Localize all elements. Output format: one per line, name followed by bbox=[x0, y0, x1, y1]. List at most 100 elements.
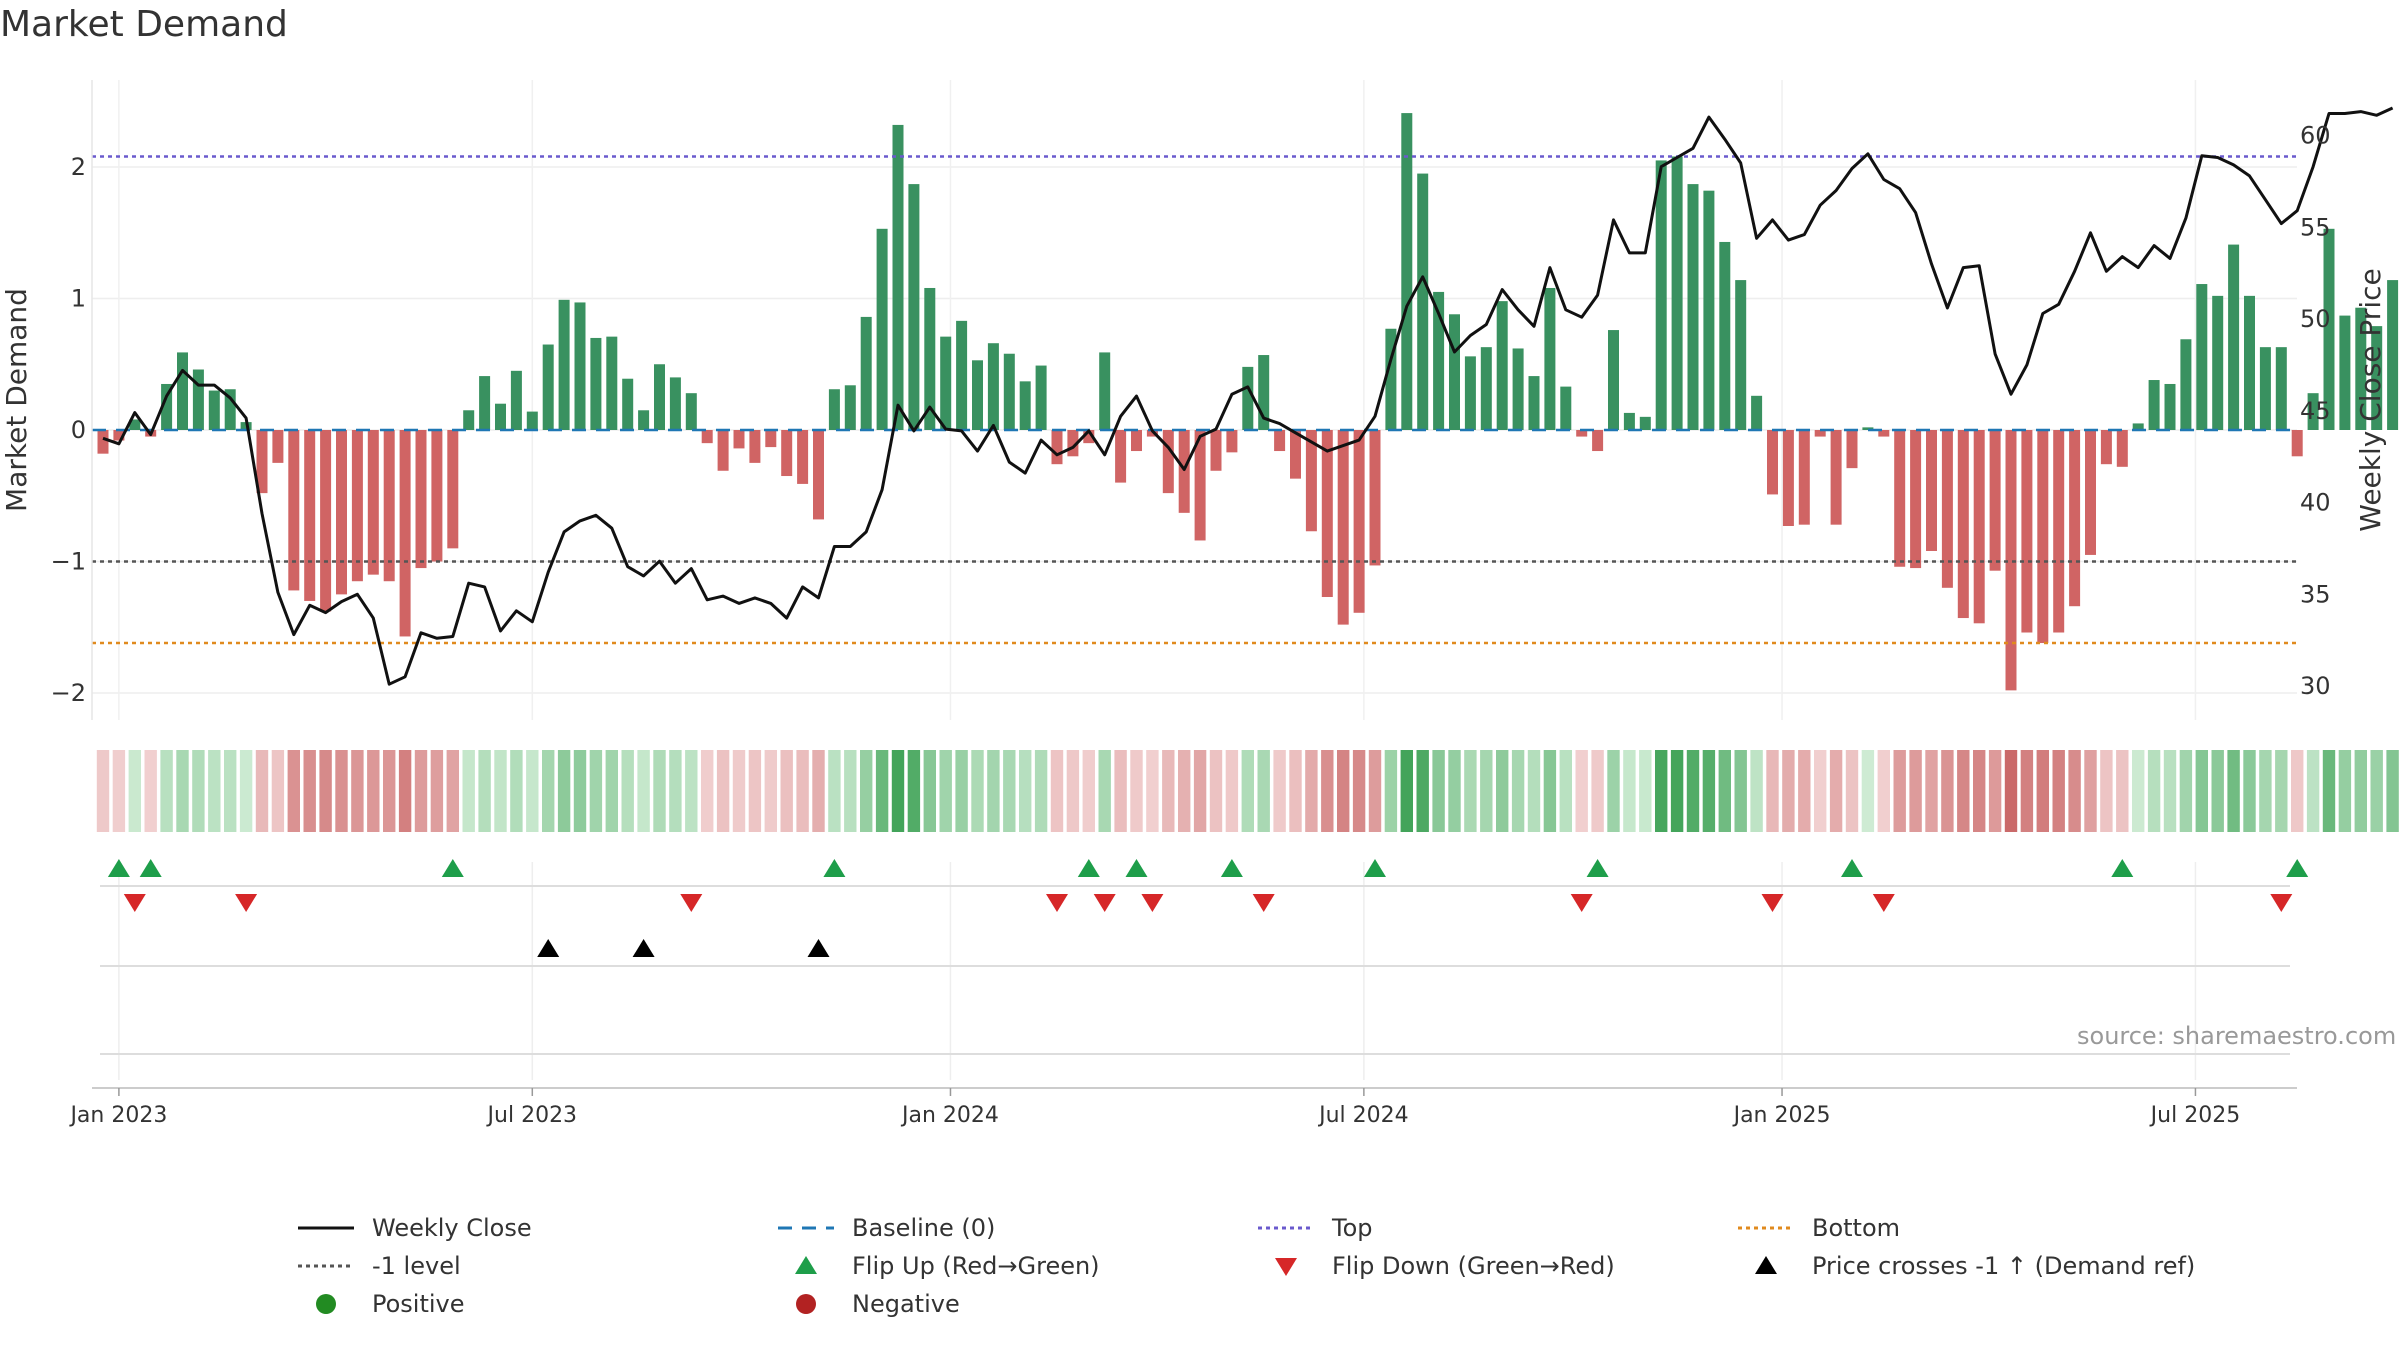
bar-positive bbox=[590, 337, 602, 430]
heat-cell bbox=[1368, 750, 1382, 832]
bar-negative bbox=[765, 430, 777, 448]
heat-cell bbox=[2386, 750, 2399, 832]
flip-up-marker bbox=[1364, 859, 1386, 877]
x-tick-label: Jul 2025 bbox=[2149, 1103, 2241, 1128]
heat-cell bbox=[2036, 750, 2049, 832]
bar-positive bbox=[1512, 348, 1524, 430]
legend-label: Flip Up (Red→Green) bbox=[852, 1252, 1100, 1280]
y-axis-title: Market Demand bbox=[0, 288, 33, 512]
legend-item-price-cross: Price crosses -1 ↑ (Demand ref) bbox=[1730, 1248, 2195, 1284]
bar-positive bbox=[2339, 315, 2351, 430]
flip-down-marker bbox=[1046, 894, 1068, 912]
axes-layer: −2 −1 0 1 2 30 35 40 45 50 55 60 Market Demand Weekly… bbox=[0, 80, 2387, 720]
bar-negative bbox=[1592, 430, 1604, 452]
heat-cell bbox=[160, 750, 173, 832]
y-tick-label: −2 bbox=[51, 679, 86, 707]
heat-cell bbox=[701, 750, 714, 832]
bar-negative bbox=[2005, 430, 2017, 691]
heat-cell bbox=[1893, 750, 1906, 832]
bar-positive bbox=[2132, 423, 2144, 430]
legend: Weekly Close Baseline (0) Top Bottom -1 … bbox=[290, 1210, 2290, 1330]
heat-cell bbox=[2068, 750, 2081, 832]
bar-negative bbox=[1290, 430, 1301, 479]
heat-cell bbox=[669, 750, 682, 832]
legend-item-bottom: Bottom bbox=[1730, 1210, 1900, 1246]
bar-negative bbox=[256, 430, 268, 494]
price-cross-marker bbox=[632, 939, 655, 957]
bar-negative bbox=[733, 430, 745, 449]
bar-positive bbox=[1560, 386, 1572, 430]
bar-negative bbox=[1162, 430, 1174, 494]
bar-positive bbox=[2244, 295, 2255, 430]
heat-cell bbox=[526, 750, 539, 832]
legend-dot-line-icon bbox=[1730, 1210, 1802, 1246]
heat-cell bbox=[1702, 750, 1716, 832]
flip-down-marker bbox=[2270, 894, 2293, 912]
bar-positive bbox=[1401, 113, 1413, 431]
y2-tick-label: 30 bbox=[2300, 672, 2331, 700]
heat-cell bbox=[1050, 750, 1064, 832]
bar-positive bbox=[2275, 347, 2287, 430]
bar-positive bbox=[2164, 383, 2176, 430]
bar-negative bbox=[336, 430, 347, 595]
legend-dot-line-icon bbox=[1250, 1210, 1322, 1246]
bar-positive bbox=[510, 370, 522, 430]
heat-cell bbox=[462, 750, 475, 832]
bar-positive bbox=[924, 287, 936, 430]
bar-negative bbox=[2069, 430, 2081, 607]
bar-negative bbox=[320, 430, 332, 612]
bar-negative bbox=[288, 430, 300, 591]
heat-cell bbox=[1941, 750, 1954, 832]
demand-bars bbox=[97, 113, 2399, 691]
bar-negative bbox=[1274, 430, 1286, 452]
heat-cell bbox=[398, 750, 412, 832]
heat-cell bbox=[2259, 750, 2272, 832]
x-tick-label: Jan 2025 bbox=[1732, 1103, 1831, 1128]
bar-negative bbox=[1814, 430, 1826, 437]
price-layer bbox=[102, 106, 2394, 686]
legend-item-weekly-close: Weekly Close bbox=[290, 1210, 532, 1246]
triangle-down-icon bbox=[1250, 1248, 1322, 1284]
bar-positive bbox=[1099, 352, 1111, 430]
bar-negative bbox=[1973, 430, 1985, 624]
bar-positive bbox=[1623, 412, 1635, 430]
heat-cell bbox=[1750, 750, 1763, 832]
heat-cell bbox=[1162, 750, 1175, 832]
heat-cell bbox=[2147, 750, 2161, 832]
heat-cell bbox=[1130, 750, 1143, 832]
bar-positive bbox=[1433, 291, 1445, 430]
heat-cell bbox=[2275, 750, 2288, 832]
bar-negative bbox=[1146, 430, 1158, 437]
heat-cell bbox=[1289, 750, 1302, 832]
heat-cell bbox=[1559, 750, 1572, 832]
bar-positive bbox=[622, 378, 634, 430]
heat-cell bbox=[1098, 750, 1111, 832]
bar-positive bbox=[129, 419, 141, 430]
bar-positive bbox=[2323, 228, 2335, 430]
bar-negative bbox=[304, 430, 316, 601]
heat-cell bbox=[2052, 750, 2065, 832]
bar-negative bbox=[1926, 430, 1937, 551]
bar-positive bbox=[828, 389, 840, 430]
bar-negative bbox=[415, 430, 427, 569]
heat-cell bbox=[176, 750, 189, 832]
heat-cell bbox=[1464, 750, 1477, 832]
bar-negative bbox=[1576, 430, 1588, 437]
legend-label: Bottom bbox=[1812, 1214, 1901, 1242]
heat-cell bbox=[271, 750, 285, 832]
bar-negative bbox=[2085, 430, 2096, 555]
heat-cell bbox=[192, 750, 205, 832]
heat-cell bbox=[875, 750, 889, 832]
bar-negative bbox=[1226, 430, 1238, 453]
bar-negative bbox=[1846, 430, 1858, 469]
bar-positive bbox=[1385, 328, 1397, 430]
heat-cell bbox=[971, 750, 984, 832]
heat-cell bbox=[1082, 750, 1095, 832]
x-tick-label: Jul 2024 bbox=[1317, 1103, 1409, 1128]
y2-tick-label: 45 bbox=[2300, 397, 2331, 425]
heat-cell bbox=[1257, 750, 1270, 832]
heat-cell bbox=[2338, 750, 2352, 832]
flip-up-marker bbox=[107, 859, 130, 877]
heat-cell bbox=[637, 750, 650, 832]
heat-cell bbox=[653, 750, 666, 832]
